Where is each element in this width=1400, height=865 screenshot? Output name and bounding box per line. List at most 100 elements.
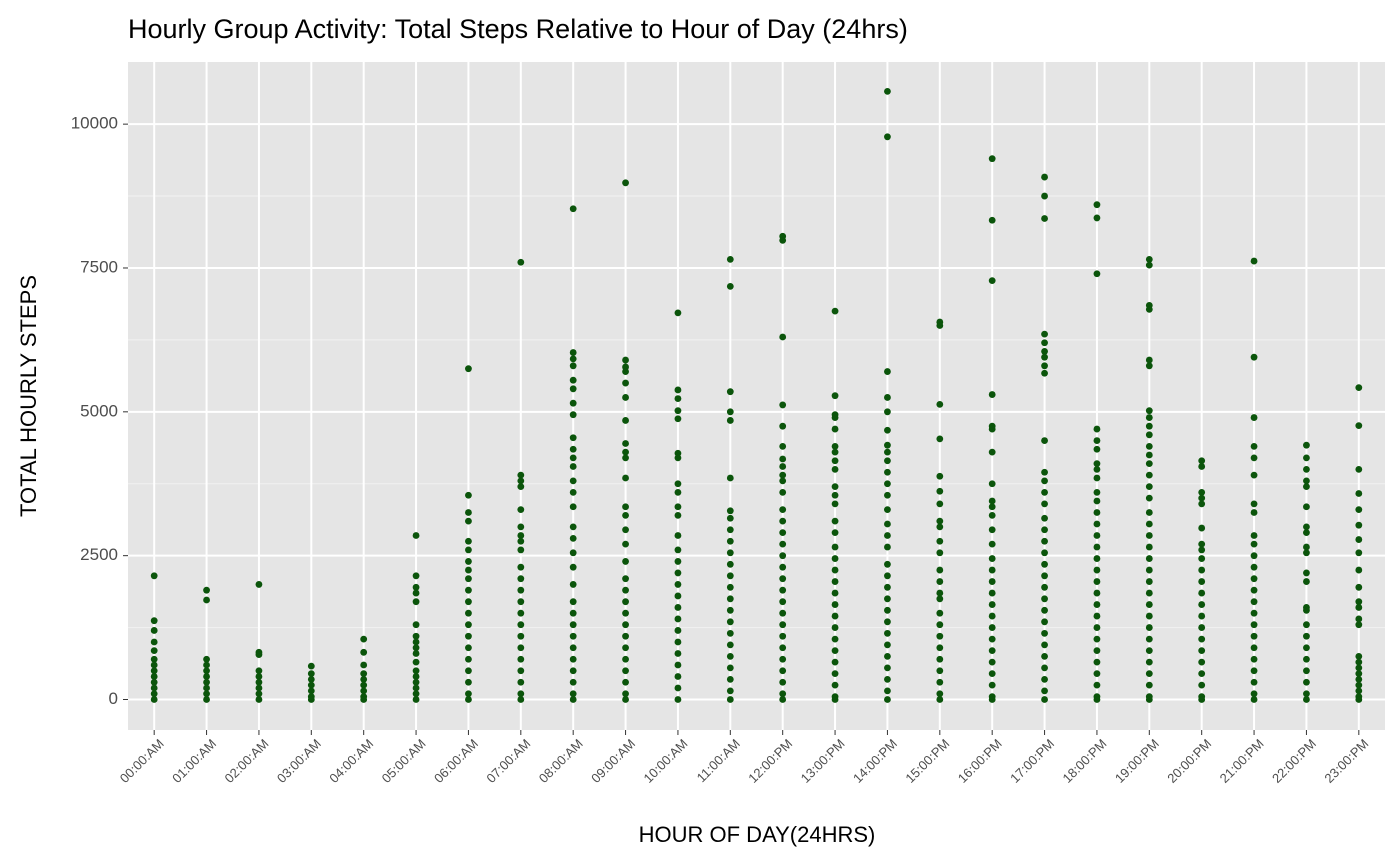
- point: [1041, 353, 1048, 361]
- point: [936, 578, 944, 585]
- point: [884, 543, 891, 551]
- point: [622, 511, 629, 519]
- point: [1093, 214, 1101, 222]
- point: [779, 506, 787, 514]
- point: [412, 696, 420, 703]
- point: [412, 589, 420, 597]
- point: [203, 667, 210, 675]
- point: [1303, 667, 1310, 675]
- point: [1145, 407, 1153, 415]
- point: [779, 586, 787, 594]
- point: [674, 480, 682, 488]
- point: [1093, 635, 1101, 643]
- point: [1093, 520, 1101, 528]
- point: [1198, 670, 1206, 678]
- point: [1145, 601, 1153, 608]
- point: [936, 487, 944, 495]
- point: [936, 549, 944, 557]
- point: [988, 155, 996, 163]
- point: [622, 440, 629, 447]
- point: [1198, 681, 1206, 689]
- point: [203, 684, 210, 692]
- point: [203, 661, 210, 669]
- point: [360, 670, 368, 678]
- point: [1250, 621, 1258, 629]
- point: [360, 648, 368, 656]
- point: [1041, 437, 1048, 444]
- point: [569, 488, 577, 496]
- point: [569, 581, 577, 588]
- point: [412, 644, 420, 652]
- point: [1303, 483, 1310, 491]
- point: [884, 480, 891, 488]
- point: [779, 575, 787, 583]
- x-tick-label: 04:00:AM: [326, 736, 376, 786]
- point: [884, 606, 891, 614]
- point: [517, 621, 525, 629]
- x-tick-label: 07:00:AM: [483, 736, 533, 786]
- point: [1355, 506, 1363, 514]
- point: [622, 356, 629, 364]
- point: [884, 491, 891, 499]
- point: [1093, 566, 1101, 574]
- point: [1041, 583, 1048, 591]
- point: [1041, 339, 1048, 347]
- point: [726, 514, 734, 522]
- point: [569, 535, 577, 542]
- point: [1303, 696, 1310, 703]
- point: [569, 632, 577, 640]
- point: [569, 523, 577, 531]
- point: [884, 595, 891, 603]
- point: [1145, 431, 1153, 439]
- point: [936, 621, 944, 629]
- point: [988, 391, 996, 398]
- point: [1250, 690, 1258, 698]
- point: [465, 609, 472, 617]
- point: [988, 511, 996, 519]
- point: [779, 517, 787, 525]
- point: [150, 696, 158, 703]
- point: [150, 678, 158, 686]
- point: [255, 678, 263, 686]
- point: [779, 644, 787, 652]
- point: [622, 598, 629, 606]
- point: [307, 681, 315, 689]
- point: [1250, 678, 1258, 686]
- point: [412, 667, 420, 675]
- point: [517, 575, 525, 583]
- point: [1303, 465, 1310, 473]
- point: [884, 441, 891, 449]
- point: [779, 609, 787, 617]
- point: [622, 667, 629, 675]
- point: [779, 471, 787, 479]
- point: [1041, 514, 1048, 522]
- point: [674, 673, 682, 680]
- point: [884, 687, 891, 695]
- point: [831, 491, 839, 499]
- point: [1198, 463, 1206, 470]
- point: [360, 661, 368, 669]
- point: [988, 566, 996, 574]
- x-tick-label: 10:00:AM: [641, 736, 691, 786]
- point: [1250, 257, 1258, 265]
- point: [726, 417, 734, 424]
- point: [1041, 215, 1048, 222]
- point: [360, 675, 368, 683]
- point: [1145, 306, 1153, 313]
- point: [412, 621, 420, 629]
- point: [1355, 658, 1363, 666]
- point: [569, 434, 577, 442]
- point: [831, 681, 839, 689]
- point: [1145, 520, 1153, 528]
- point: [1250, 500, 1258, 508]
- point: [360, 696, 368, 703]
- x-tick-label: 02:00:AM: [222, 736, 272, 786]
- y-tick-label: 0: [109, 689, 118, 708]
- point: [779, 463, 787, 470]
- point: [1041, 595, 1048, 603]
- point: [1145, 670, 1153, 678]
- point: [622, 655, 629, 663]
- point: [622, 474, 629, 482]
- point: [150, 572, 158, 580]
- point: [831, 635, 839, 643]
